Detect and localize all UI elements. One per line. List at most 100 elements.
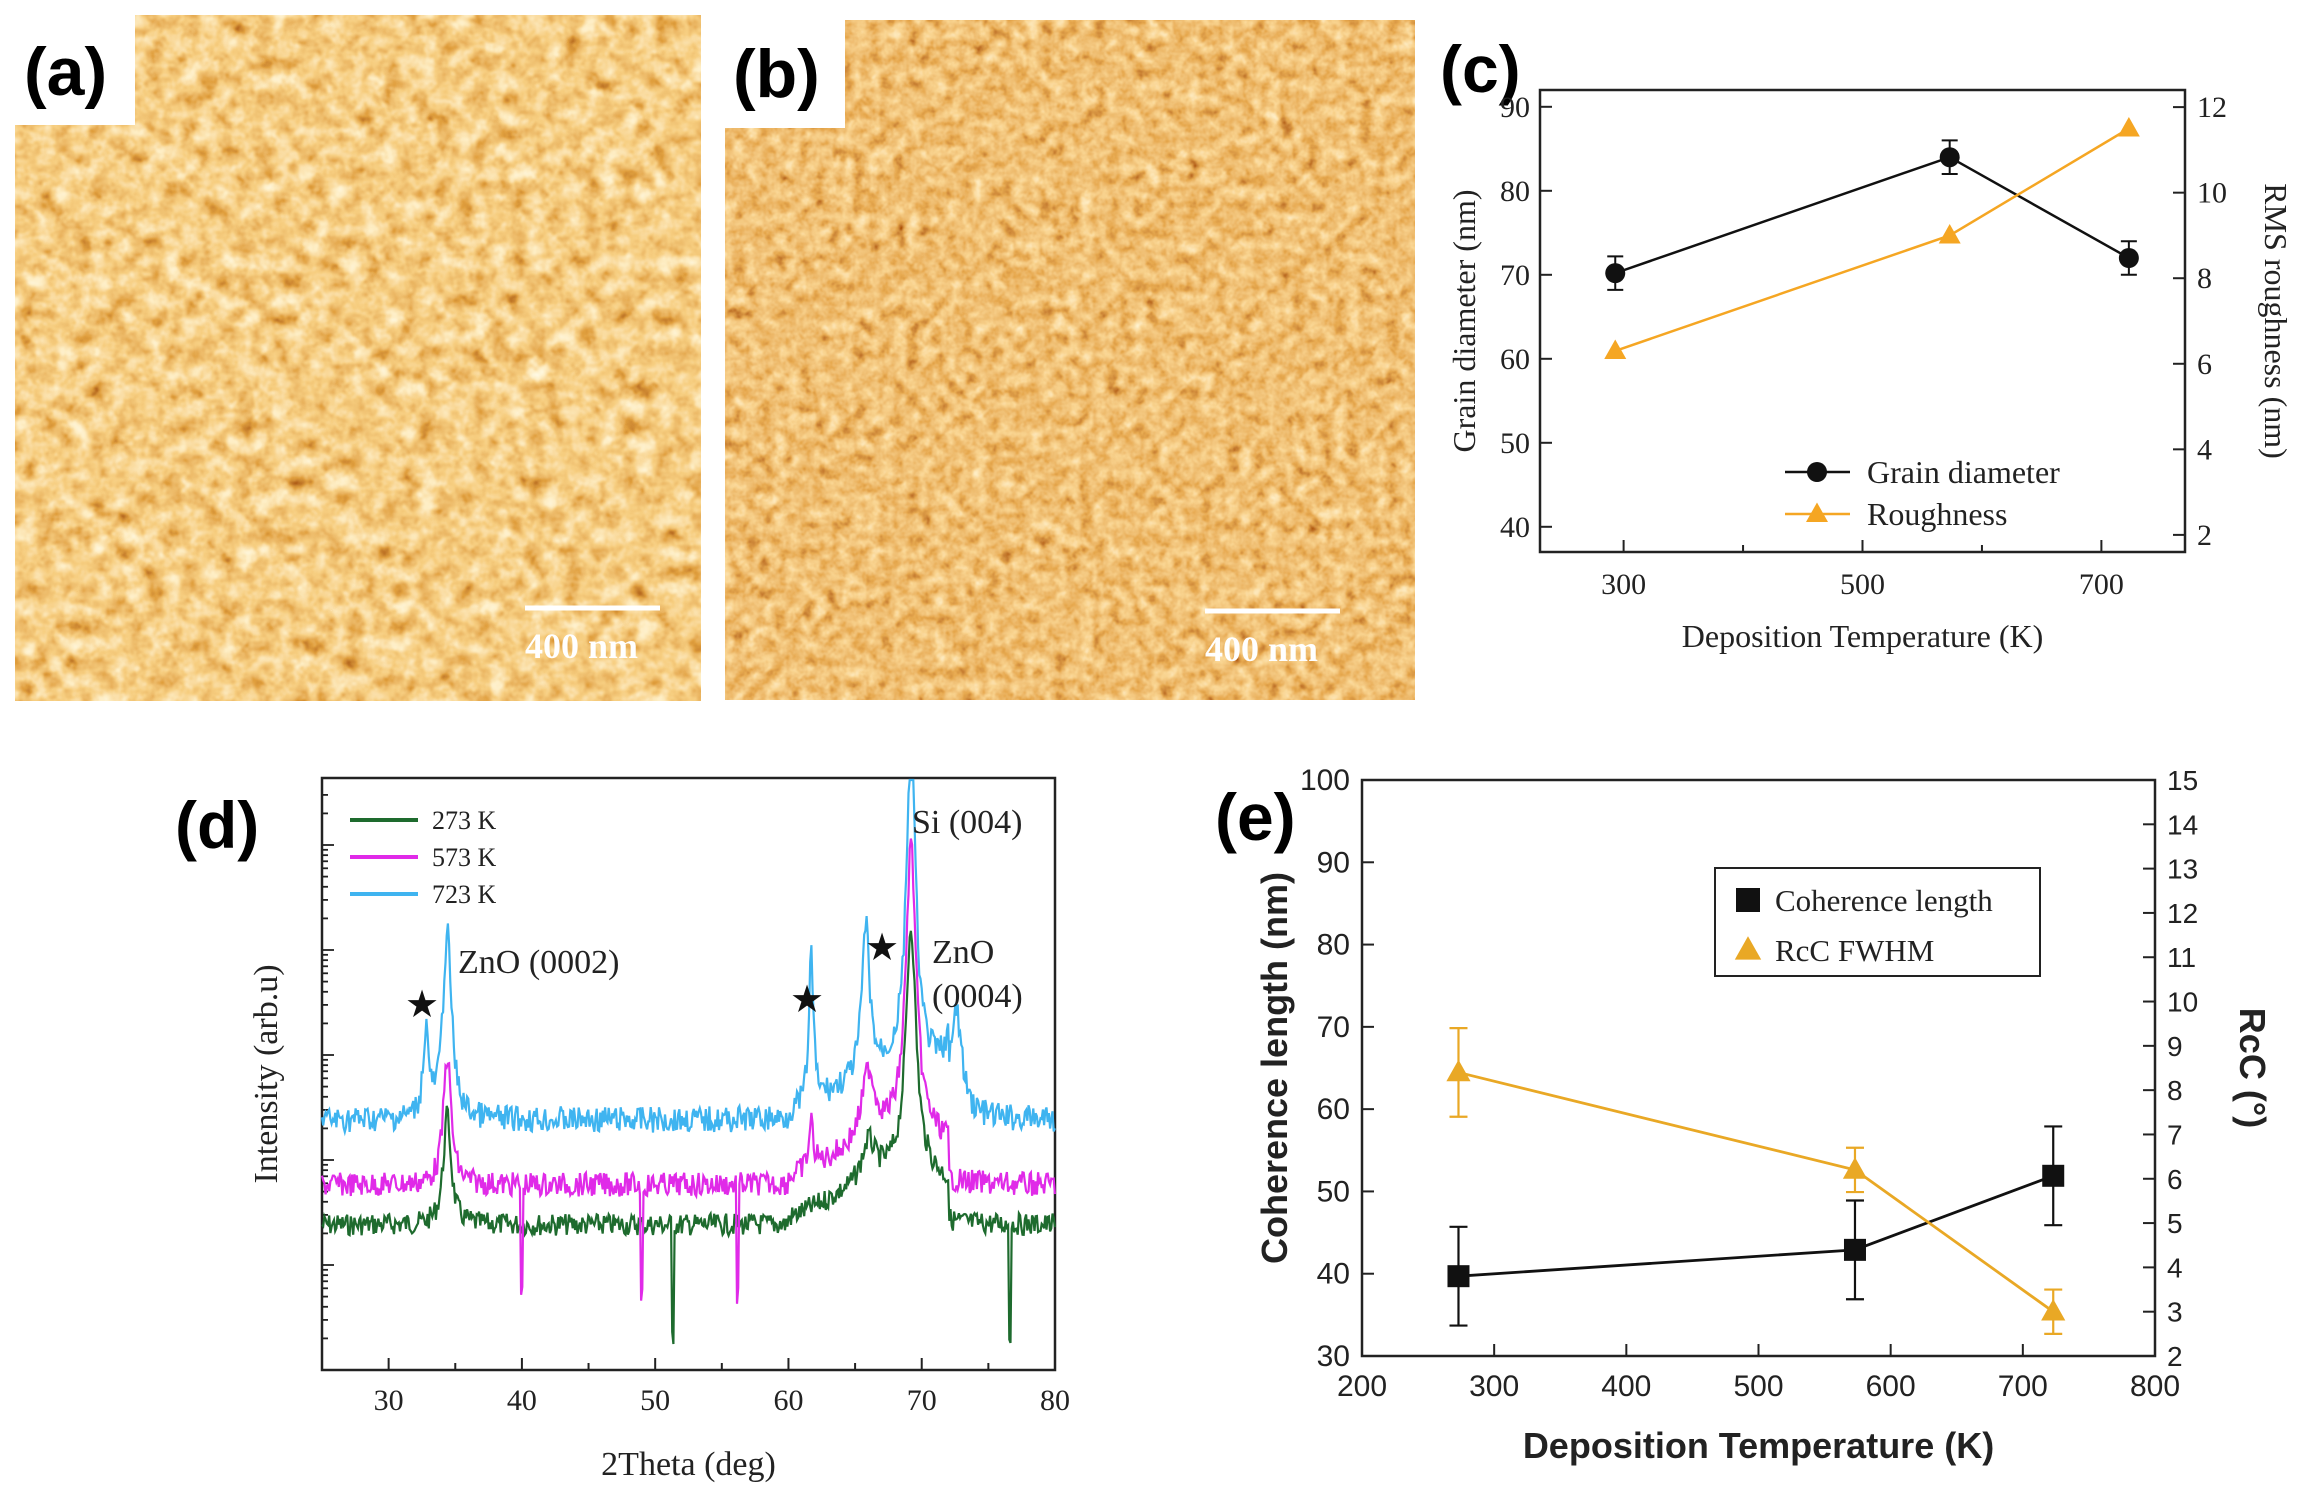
panel-d-label: (d) [175,788,259,862]
x-tick-label-d: 60 [773,1384,803,1417]
legend-label-c: Grain diameter [1867,454,2060,490]
data-point-roughness [1604,339,1627,359]
y-tick-label-e: 100 [1300,764,1350,797]
y2-tick-label-c: 8 [2197,262,2212,295]
annotation-zno-0004-index: (0004) [932,978,1023,1015]
legend-label-d: 273 K [432,806,497,835]
y-tick-label-e: 60 [1317,1093,1350,1126]
y-tick-label-c: 60 [1500,343,1530,376]
x-axis-label-c: Deposition Temperature (K) [1682,618,2044,654]
afm-image-a [15,15,701,701]
panel-c: (c) 300 500 700 40 50 60 70 80 90 2 4 6 8 10 12 Deposit… [1440,32,2294,654]
panel-e: (e) 200 300 400 500 600 700 800 30 40 50 60 70 80 90 1… [1215,764,2273,1466]
y2-axis-label-e: RcC (°) [2232,1008,2273,1128]
star-marker: ★ [405,984,439,1026]
y2-tick-label-e: 14 [2167,809,2198,840]
legend-marker-e [1736,888,1760,912]
x-tick-label-e: 800 [2130,1370,2180,1403]
y-axis-label-e: Coherence length (nm) [1254,872,1295,1264]
star-marker: ★ [865,927,899,969]
series-line-e-1 [1458,1071,2055,1313]
panel-a-label: (a) [24,34,107,110]
panel-b: (b) 400 nm [725,20,1415,700]
data-point-coherence [1843,1238,1866,1261]
y-tick-label-e: 70 [1317,1011,1350,1044]
legend-marker-c [1807,462,1827,482]
x-axis-label-e: Deposition Temperature (K) [1523,1425,1994,1466]
x-axis-label-d: 2Theta (deg) [601,1446,776,1483]
y2-tick-label-e: 13 [2167,854,2198,885]
y-tick-label-c: 80 [1500,175,1530,208]
y2-tick-label-e: 8 [2167,1075,2183,1106]
data-point-grain [1939,147,1960,168]
legend-label-d: 723 K [432,880,497,909]
panel-b-label: (b) [733,36,820,112]
x-tick-label-d: 70 [907,1384,937,1417]
x-tick-label-e: 500 [1733,1370,1783,1403]
y2-tick-label-e: 2 [2167,1341,2183,1372]
y2-tick-label-e: 9 [2167,1031,2183,1062]
y-tick-label-e: 80 [1317,929,1350,962]
data-point-grain [2118,248,2139,268]
y2-axis-label-c: RMS roughness (nm) [2258,183,2294,459]
star-marker: ★ [790,979,824,1021]
y2-tick-label-e: 3 [2167,1297,2183,1328]
x-tick-label-c: 300 [1601,568,1646,601]
x-tick-label-d: 30 [374,1384,404,1417]
chart-e: 200 300 400 500 600 700 800 30 40 50 60 70 80 90 100 2 3… [1254,764,2273,1466]
y-tick-label-c: 90 [1500,91,1530,124]
annotation-zno-0002: ZnO (0002) [458,944,619,981]
x-tick-label-d: 40 [507,1384,537,1417]
y2-tick-label-e: 7 [2167,1119,2183,1150]
chart-d: 30 40 50 60 70 80 2Theta (deg) Intensity (arb.u… [248,776,1070,1483]
y2-tick-label-c: 6 [2197,348,2212,381]
afm-image-b [725,20,1415,700]
x-tick-label-e: 400 [1601,1370,1651,1403]
data-point-rcc [1446,1059,1471,1082]
xrd-trace-273K [321,930,1056,1345]
y2-tick-label-c: 10 [2197,177,2227,210]
y2-tick-label-e: 15 [2167,765,2198,796]
scale-bar-a-label: 400 nm [525,626,638,666]
panel-d: (d) 30 40 50 60 70 80 2Theta (deg) Intensity (a… [175,776,1070,1483]
x-tick-label-e: 600 [1866,1370,1916,1403]
x-tick-label-d: 50 [640,1384,670,1417]
xrd-trace-723K [320,778,1056,1137]
y-tick-label-e: 50 [1317,1175,1350,1208]
panel-c-label: (c) [1440,32,1521,106]
panel-a: (a) 400 nm [15,15,701,701]
data-point-coherence [2042,1164,2065,1187]
x-tick-label-d: 80 [1040,1384,1070,1417]
panel-b-label-box [725,20,845,128]
scale-bar-b-label: 400 nm [1205,629,1318,669]
legend-box-e [1714,867,2041,977]
y-tick-label-c: 50 [1500,427,1530,460]
x-tick-label-c: 700 [2079,568,2124,601]
series-line-c-1 [1614,127,2130,353]
panel-a-label-box [15,15,135,125]
y2-tick-label-c: 2 [2197,519,2212,552]
data-point-roughness [2117,117,2140,137]
y-tick-label-c: 40 [1500,511,1530,544]
y2-tick-label-e: 11 [2167,942,2196,973]
panel-e-label: (e) [1215,780,1296,854]
y-tick-label-e: 30 [1317,1340,1350,1373]
plot-frame-c [1538,88,2187,554]
legend-label-e: Coherence length [1775,883,1993,918]
y2-tick-label-c: 4 [2197,433,2212,466]
data-point-rcc [2041,1299,2066,1321]
legend-label-e: RcC FWHM [1775,933,1934,968]
x-tick-label-c: 500 [1840,568,1885,601]
series-line-e-0 [1458,1174,2054,1278]
data-point-grain [1605,263,1626,284]
y-tick-label-e: 40 [1317,1258,1350,1291]
y2-tick-label-e: 4 [2167,1252,2183,1283]
x-tick-label-e: 700 [1998,1370,2048,1403]
data-point-roughness [1938,223,1961,244]
y2-tick-label-e: 12 [2167,898,2198,929]
y2-tick-label-c: 12 [2197,91,2227,124]
legend-marker-c [1806,502,1828,522]
xrd-trace-573K [320,838,1056,1304]
annotation-zno-0004: ZnO [932,934,994,971]
